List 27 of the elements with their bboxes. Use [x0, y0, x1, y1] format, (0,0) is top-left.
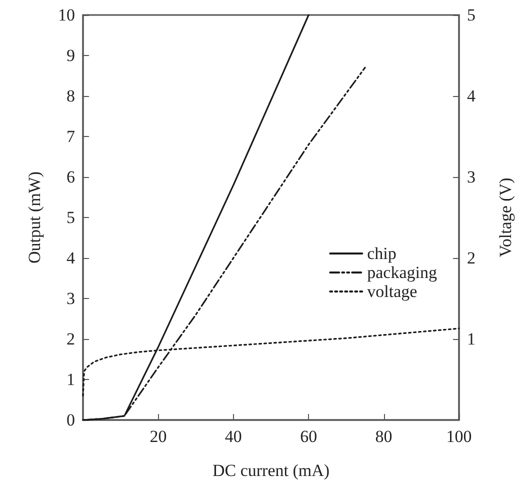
y-tick-label: 2 [66, 330, 75, 348]
x-axis-title: DC current (mA) [212, 461, 330, 480]
legend-label: voltage [367, 282, 418, 301]
legend-label: chip [367, 244, 396, 263]
x-tick-label: 40 [224, 427, 242, 446]
y-tick-label: 1 [66, 370, 75, 389]
y-tick-label: 5 [66, 208, 75, 227]
legend-label: packaging [367, 263, 438, 282]
y2-tick-label: 1 [467, 330, 476, 348]
y-tick-label: 0 [66, 410, 75, 430]
y-tick-label: 9 [66, 46, 75, 65]
y-tick-label: 7 [66, 127, 76, 146]
y2-axis-title: Voltage (V) [496, 178, 515, 258]
x-tick-label: 100 [446, 427, 472, 446]
y-tick-label: 4 [66, 248, 76, 268]
y-tick-label: 3 [66, 289, 75, 308]
y-axis-title: Output (mW) [25, 171, 44, 264]
y2-tick-label: 5 [467, 6, 476, 24]
y-tick-label: 6 [66, 168, 75, 186]
y2-tick-label: 4 [467, 86, 476, 106]
x-tick-label: 20 [150, 427, 167, 446]
y-tick-label: 8 [66, 86, 75, 106]
y-tick-label: 10 [58, 6, 75, 24]
y2-tick-label: 2 [467, 248, 476, 268]
x-tick-label: 80 [375, 427, 392, 446]
x-tick-label: 60 [300, 427, 318, 446]
y2-tick-label: 3 [467, 168, 476, 186]
